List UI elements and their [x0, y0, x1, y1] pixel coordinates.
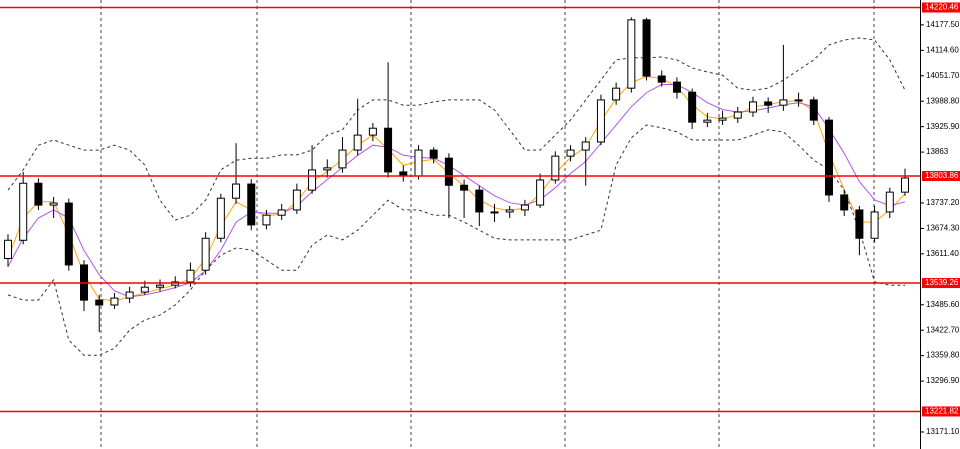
candle-body — [764, 101, 773, 106]
candle-body — [186, 269, 195, 283]
y-tick-label: 13988.80 — [926, 96, 960, 105]
candle-body — [627, 19, 636, 89]
band-line — [7, 37, 906, 221]
candle-body — [490, 211, 499, 214]
candle-body — [733, 111, 742, 119]
candle-body — [125, 291, 134, 299]
candle-body — [110, 297, 119, 306]
y-tick-label: 13737.20 — [926, 198, 960, 207]
candle-body — [64, 202, 73, 266]
candle-body — [566, 149, 575, 157]
candle-body — [247, 183, 256, 226]
candle-body — [49, 202, 58, 206]
candle-body — [688, 91, 697, 123]
candle-body — [718, 117, 727, 121]
level-label: 13539.26 — [925, 278, 959, 287]
candle-body — [809, 99, 818, 121]
candle-body — [870, 211, 879, 239]
level-label: 14220.46 — [925, 3, 959, 12]
level-label-bg — [922, 171, 960, 182]
y-tick-label: 13359.80 — [926, 351, 960, 360]
level-label-bg — [922, 278, 960, 289]
candle-body — [596, 99, 605, 143]
candle-body — [140, 286, 149, 293]
candle-body — [885, 191, 894, 213]
band-line — [7, 124, 905, 356]
candle-body — [323, 167, 332, 171]
candle-body — [414, 149, 423, 177]
candle-body — [475, 189, 484, 213]
candle-body — [551, 155, 560, 181]
y-tick-label: 13422.70 — [926, 325, 960, 334]
y-tick-label: 13925.90 — [926, 122, 960, 131]
candle-body — [703, 119, 712, 123]
y-tick-label: 13485.60 — [926, 300, 960, 309]
candle-body — [460, 184, 469, 191]
y-tick-label: 13863 — [926, 147, 949, 156]
candle-body — [581, 141, 590, 151]
candle-body — [262, 214, 271, 226]
candle-body — [353, 134, 362, 151]
candle-body — [384, 127, 393, 173]
y-tick-label: 14177.50 — [926, 20, 960, 29]
candle-body — [277, 209, 286, 216]
candle-body — [536, 179, 545, 206]
candle-body — [368, 127, 377, 136]
level-label: 13221.82 — [925, 407, 959, 416]
candle-body — [779, 99, 788, 106]
candle-body — [642, 19, 651, 77]
candle-body — [901, 177, 909, 193]
candle-body — [4, 239, 12, 259]
candle-body — [612, 87, 621, 101]
level-label-bg — [922, 2, 960, 13]
candle-body — [292, 189, 301, 211]
candle-body — [794, 99, 803, 102]
level-label-bg — [922, 406, 960, 417]
y-tick-label: 13674.30 — [926, 224, 960, 233]
candle-body — [308, 169, 317, 191]
candle-body — [338, 149, 347, 169]
candle-body — [505, 209, 514, 213]
candle-body — [216, 197, 225, 239]
level-label: 13803.86 — [925, 171, 959, 180]
candle-body — [201, 237, 210, 271]
candle-body — [748, 101, 757, 113]
candle-body — [657, 75, 666, 83]
candle-body — [34, 182, 43, 206]
y-tick-label: 13296.90 — [926, 376, 960, 385]
candle-body — [520, 204, 529, 211]
y-tick-label: 13171.10 — [926, 427, 960, 436]
candle-body — [429, 149, 438, 159]
candle-body — [232, 183, 241, 199]
candle-body — [855, 209, 864, 239]
candle-body — [95, 299, 104, 306]
candle-body — [19, 182, 28, 241]
candle-body — [156, 284, 165, 288]
y-tick-label: 14114.60 — [926, 45, 959, 54]
y-tick-label: 13611.40 — [926, 249, 959, 258]
y-tick-label: 14051.70 — [926, 71, 960, 80]
candle-body — [672, 81, 681, 93]
candle-body — [840, 194, 849, 211]
candle-body — [444, 157, 453, 186]
candle-body — [824, 119, 833, 196]
